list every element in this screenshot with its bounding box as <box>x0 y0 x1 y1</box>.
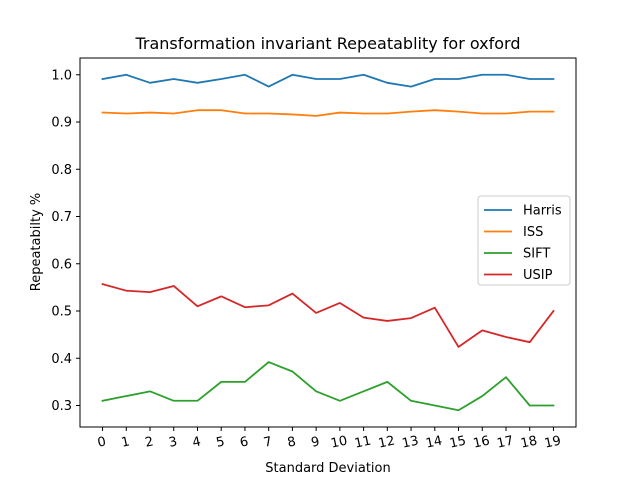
x-tick-label: 0 <box>96 434 107 450</box>
x-tick-label: 8 <box>286 434 297 450</box>
y-axis-label: Repeatabilty % <box>29 193 44 291</box>
x-tick-label: 11 <box>353 434 372 452</box>
x-axis-label: Standard Deviation <box>265 461 390 476</box>
legend: Harris ISS SIFT USIP <box>477 195 571 286</box>
x-tick-label: 16 <box>472 434 491 452</box>
x-tick-label: 13 <box>401 434 420 452</box>
legend-label-sift: SIFT <box>523 247 550 262</box>
x-tick-label: 10 <box>329 434 348 452</box>
x-tick-label: 12 <box>377 434 396 452</box>
axes-frame <box>79 57 577 428</box>
x-tick-label: 4 <box>191 434 202 450</box>
x-tick-label: 17 <box>496 434 515 452</box>
x-tick-label: 14 <box>424 434 443 452</box>
plot-area: 0.30.40.50.60.70.80.91.00 1 2 3 4 5 6 7 8 9 10 11 12… <box>51 57 577 452</box>
x-tick-label: 7 <box>262 434 273 450</box>
x-tick-label: 19 <box>543 434 562 452</box>
x-tick-label: 3 <box>167 434 178 450</box>
legend-label-harris: Harris <box>523 204 562 219</box>
series-line-harris <box>101 73 555 88</box>
series-line-usip <box>101 282 555 348</box>
y-tick-label: 0.3 <box>51 399 72 414</box>
y-tick-label: 0.9 <box>51 116 72 131</box>
series-line-iss <box>101 109 555 117</box>
y-tick-label: 0.8 <box>51 163 72 178</box>
legend-box <box>477 195 571 286</box>
legend-label-iss: ISS <box>523 225 543 240</box>
x-tick-label: 6 <box>239 434 250 450</box>
y-tick-label: 1.0 <box>51 68 72 83</box>
x-tick-label: 5 <box>215 434 226 450</box>
y-tick-label: 0.6 <box>51 257 72 272</box>
x-tick-label: 2 <box>144 434 155 450</box>
legend-label-usip: USIP <box>523 268 553 283</box>
x-tick-label: 1 <box>120 434 131 450</box>
x-tick-label: 9 <box>310 434 321 450</box>
y-tick-label: 0.4 <box>51 352 72 367</box>
y-tick-label: 0.7 <box>51 210 72 225</box>
x-tick-label: 18 <box>519 434 538 452</box>
chart-title: Transformation invariant Repeatablity fo… <box>134 34 520 53</box>
x-tick-label: 15 <box>448 434 467 452</box>
y-tick-label: 0.5 <box>51 305 72 320</box>
series-line-sift <box>101 361 555 412</box>
